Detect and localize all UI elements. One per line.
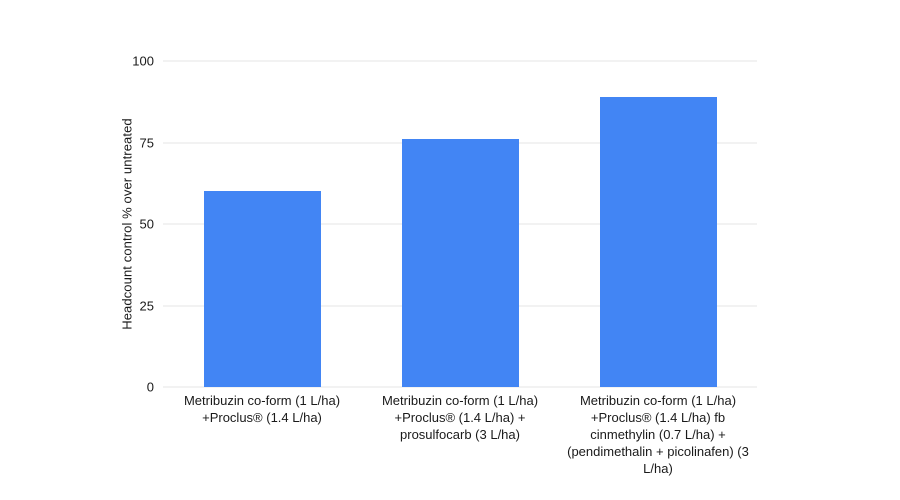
y-tick-label: 25: [139, 298, 154, 313]
bar-slot: [559, 61, 757, 387]
bar-1: [203, 191, 321, 387]
x-axis-labels: Metribuzin co-form (1 L/ha) +Proclus® (1…: [163, 392, 757, 477]
bar-2: [401, 139, 519, 387]
y-tick-label: 100: [132, 53, 154, 69]
y-tick-label: 0: [146, 379, 154, 395]
x-category-label-2: Metribuzin co-form (1 L/ha) +Proclus® (1…: [381, 393, 539, 442]
y-tick-label: 75: [139, 135, 154, 150]
y-axis-title: Headcount control % over untreated: [119, 118, 135, 330]
gridline: [163, 60, 757, 62]
x-category-label-1: Metribuzin co-form (1 L/ha) +Proclus® (1…: [183, 393, 341, 425]
y-tick-label: 50: [139, 216, 154, 232]
bar-slot: [361, 61, 559, 387]
bar-slot: [163, 61, 361, 387]
bar-3: [599, 96, 717, 387]
bars-container: [163, 61, 757, 387]
plot-area: 0 25 50 75 100: [132, 54, 757, 395]
gridline: [163, 386, 757, 388]
x-category-label-3: Metribuzin co-form (1 L/ha) +Proclus® (1…: [567, 393, 749, 476]
